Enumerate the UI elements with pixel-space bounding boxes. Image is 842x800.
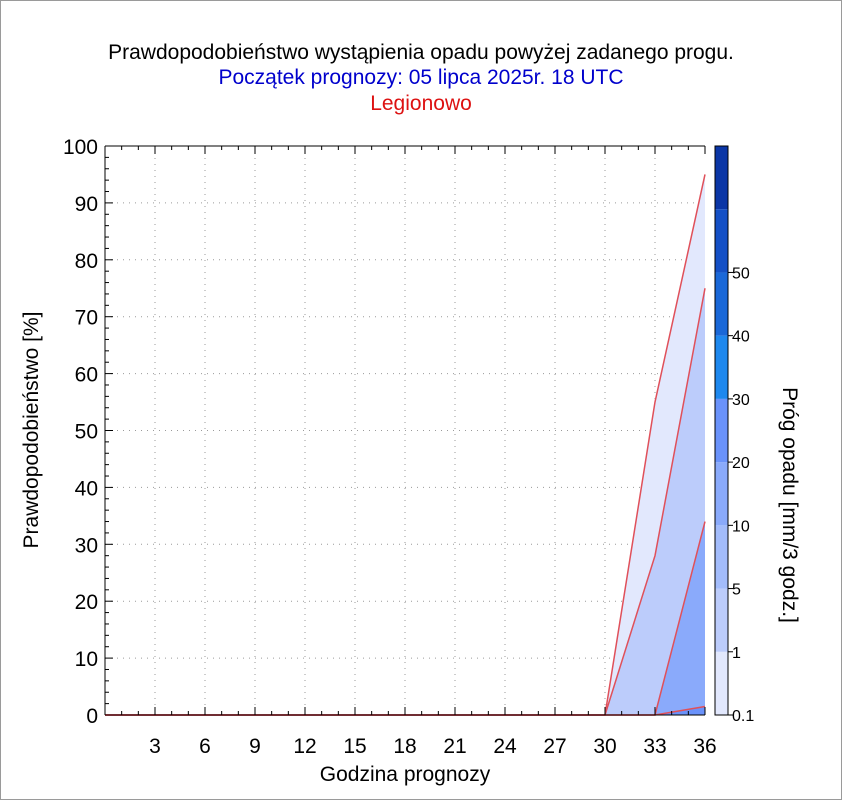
y-tick-label: 20 xyxy=(75,591,98,614)
y-axis-label: Prawdopodobieństwo [%] xyxy=(20,312,43,549)
colorbar-segment xyxy=(715,588,728,652)
chart-location: Legionowo xyxy=(370,92,472,115)
x-tick-label: 33 xyxy=(643,735,666,758)
colorbar-tick-label: 50 xyxy=(732,265,750,282)
grid xyxy=(105,146,705,715)
y-tick-label: 100 xyxy=(63,136,98,159)
x-tick-label: 30 xyxy=(593,735,616,758)
colorbar-segment xyxy=(715,146,728,210)
x-tick-label: 18 xyxy=(393,735,416,758)
chart-title: Prawdopodobieństwo wystąpienia opadu pow… xyxy=(108,41,734,64)
x-tick-label: 27 xyxy=(543,735,566,758)
y-tick-label: 0 xyxy=(86,705,98,728)
y-tick-label: 70 xyxy=(75,307,98,330)
y-tick-label: 10 xyxy=(75,648,98,671)
colorbar: 0.1 1 5 10 20 30 40 50 xyxy=(714,145,754,725)
x-tick-label: 3 xyxy=(149,735,161,758)
y-tick-label: 90 xyxy=(75,193,98,216)
line-threshold-0_1 xyxy=(105,174,706,716)
colorbar-tick-label: 0.1 xyxy=(732,708,754,725)
x-tick-label: 9 xyxy=(249,735,261,758)
x-axis-label: Godzina prognozy xyxy=(320,763,491,786)
colorbar-segment xyxy=(715,209,728,273)
colorbar-segment xyxy=(715,335,728,399)
colorbar-segment xyxy=(715,525,728,589)
x-tick-label: 36 xyxy=(693,735,716,758)
colorbar-tick-label: 40 xyxy=(732,329,750,346)
series-areas xyxy=(105,174,705,715)
x-tick-label: 24 xyxy=(493,735,517,758)
axes: 3 6 9 12 15 18 21 24 27 30 33 360102030405060708090… xyxy=(63,136,717,758)
y-tick-label: 80 xyxy=(75,250,98,273)
x-tick-label: 12 xyxy=(293,735,316,758)
x-tick-label: 15 xyxy=(343,735,366,758)
colorbar-tick-label: 1 xyxy=(732,645,741,662)
colorbar-border xyxy=(714,145,729,716)
area-threshold-0_1 xyxy=(105,174,705,715)
area-threshold-1 xyxy=(105,288,705,715)
y-tick-label: 60 xyxy=(75,364,98,387)
colorbar-label: Próg opadu [mm/3 godz.] xyxy=(778,387,801,623)
colorbar-segment xyxy=(715,398,728,463)
colorbar-segment xyxy=(715,272,728,336)
colorbar-tick-label: 10 xyxy=(732,518,750,535)
y-tick-label: 40 xyxy=(75,477,98,500)
colorbar-segment xyxy=(715,651,728,715)
colorbar-tick-label: 20 xyxy=(732,455,750,472)
x-tick-label: 21 xyxy=(443,735,466,758)
colorbar-tick-label: 30 xyxy=(732,392,750,409)
y-tick-label: 30 xyxy=(75,534,98,557)
y-tick-label: 50 xyxy=(75,421,98,444)
x-tick-label: 6 xyxy=(199,735,211,758)
series-lines xyxy=(105,174,706,716)
chart-subtitle: Początek prognozy: 05 lipca 2025r. 18 UT… xyxy=(218,66,624,89)
colorbar-tick-label: 5 xyxy=(732,582,741,599)
colorbar-segment xyxy=(715,462,728,526)
